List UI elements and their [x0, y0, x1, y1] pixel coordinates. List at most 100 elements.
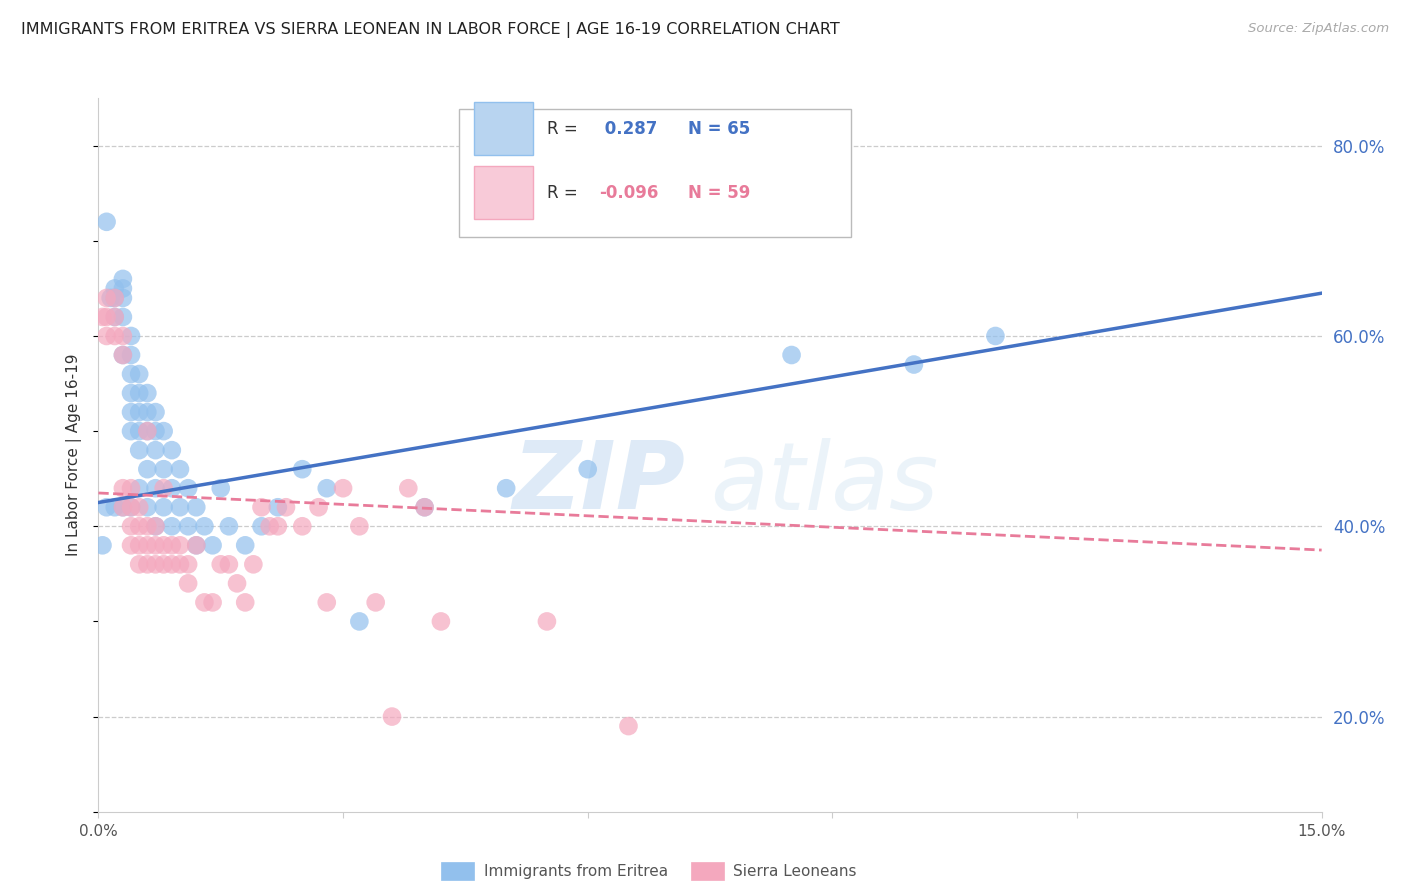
Point: [780, 348, 803, 362]
Point: [111, 481, 134, 495]
Point: [332, 481, 354, 495]
Point: [308, 500, 330, 515]
Point: [267, 500, 290, 515]
Point: [91, 538, 114, 552]
Text: N = 59: N = 59: [688, 184, 751, 202]
FancyBboxPatch shape: [474, 166, 533, 219]
Point: [128, 519, 150, 533]
Point: [111, 348, 134, 362]
Point: [177, 576, 200, 591]
Point: [169, 500, 191, 515]
Point: [267, 519, 290, 533]
Text: ZIP: ZIP: [513, 437, 686, 530]
Point: [128, 558, 150, 572]
Point: [136, 424, 159, 438]
Point: [315, 595, 337, 609]
Point: [104, 310, 127, 324]
Point: [576, 462, 599, 476]
Point: [96, 329, 118, 343]
Point: [226, 576, 249, 591]
Point: [209, 558, 232, 572]
Point: [128, 538, 150, 552]
Point: [120, 348, 142, 362]
Point: [291, 519, 314, 533]
Point: [160, 443, 183, 458]
Point: [259, 519, 281, 533]
Point: [413, 500, 436, 515]
Point: [104, 291, 127, 305]
Point: [120, 481, 142, 495]
Point: [136, 500, 159, 515]
Point: [120, 405, 142, 419]
Text: atlas: atlas: [710, 438, 938, 529]
Point: [160, 558, 183, 572]
Text: R =: R =: [547, 184, 583, 202]
Point: [91, 310, 114, 324]
Point: [250, 500, 273, 515]
Text: -0.096: -0.096: [599, 184, 658, 202]
Point: [104, 281, 127, 295]
FancyBboxPatch shape: [474, 102, 533, 155]
Text: R =: R =: [547, 120, 583, 137]
Point: [315, 481, 337, 495]
Point: [136, 424, 159, 438]
Point: [128, 405, 150, 419]
Point: [120, 500, 142, 515]
Point: [396, 481, 419, 495]
Point: [96, 500, 118, 515]
Point: [430, 615, 453, 629]
Point: [104, 329, 127, 343]
Point: [136, 462, 159, 476]
Point: [152, 538, 174, 552]
Point: [136, 558, 159, 572]
Point: [145, 519, 167, 533]
Point: [136, 538, 159, 552]
Point: [152, 558, 174, 572]
Point: [160, 538, 183, 552]
Point: [177, 481, 200, 495]
Point: [120, 424, 142, 438]
Point: [209, 481, 232, 495]
Point: [349, 519, 371, 533]
Point: [169, 558, 191, 572]
Point: [495, 481, 517, 495]
Point: [349, 615, 371, 629]
Point: [120, 386, 142, 401]
Point: [111, 500, 134, 515]
Point: [218, 519, 240, 533]
Point: [145, 424, 167, 438]
Point: [536, 615, 558, 629]
Point: [100, 291, 122, 305]
Text: N = 65: N = 65: [688, 120, 751, 137]
Point: [291, 462, 314, 476]
Point: [104, 500, 127, 515]
Point: [201, 595, 224, 609]
FancyBboxPatch shape: [460, 109, 851, 237]
Point: [160, 481, 183, 495]
Point: [233, 538, 256, 552]
Point: [120, 367, 142, 381]
Point: [145, 519, 167, 533]
Point: [152, 481, 174, 495]
Point: [128, 443, 150, 458]
Point: [169, 462, 191, 476]
Point: [120, 538, 142, 552]
Point: [250, 519, 273, 533]
Point: [186, 500, 208, 515]
Point: [96, 291, 118, 305]
Point: [120, 500, 142, 515]
Point: [152, 424, 174, 438]
Point: [128, 386, 150, 401]
Point: [145, 538, 167, 552]
Text: 0.287: 0.287: [599, 120, 657, 137]
Point: [128, 481, 150, 495]
Point: [413, 500, 436, 515]
Point: [233, 595, 256, 609]
Point: [111, 281, 134, 295]
Point: [186, 538, 208, 552]
Point: [186, 538, 208, 552]
Point: [177, 519, 200, 533]
Point: [169, 538, 191, 552]
Point: [120, 329, 142, 343]
Point: [104, 310, 127, 324]
